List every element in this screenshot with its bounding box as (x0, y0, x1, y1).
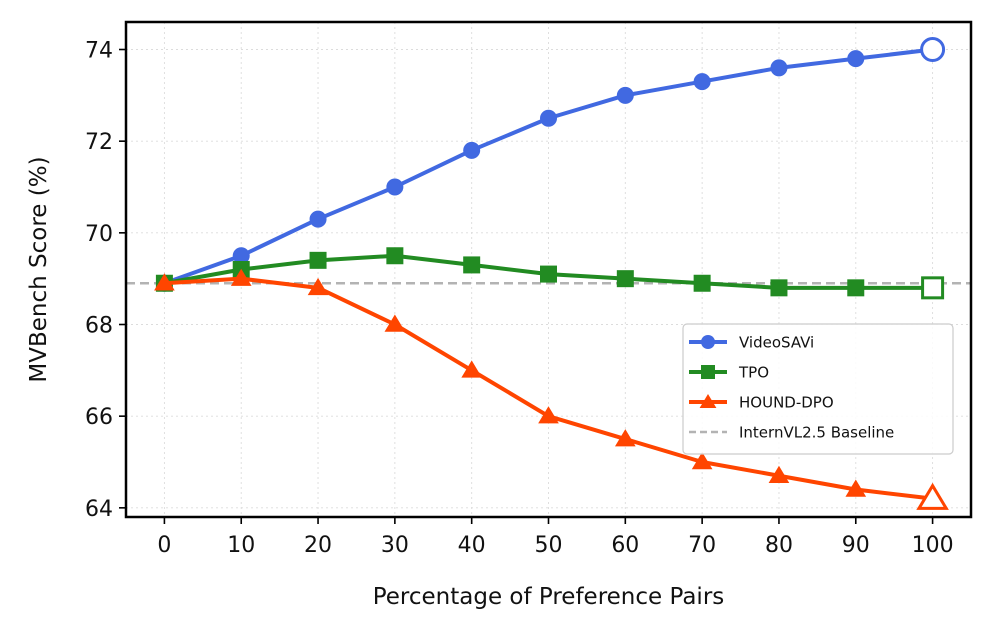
data-point (386, 178, 404, 196)
series-videosavi (155, 37, 946, 292)
x-tick-label: 10 (227, 533, 255, 558)
data-point (614, 429, 636, 447)
data-point (309, 251, 327, 269)
x-tick-label: 100 (912, 533, 954, 558)
y-tick-label: 74 (85, 39, 113, 64)
legend-label: TPO (738, 364, 769, 382)
series-layer (154, 37, 949, 510)
data-point (691, 452, 713, 470)
y-axis-title: MVBench Score (%) (26, 156, 52, 382)
y-tick-label: 64 (85, 497, 113, 522)
x-tick-label: 50 (535, 533, 563, 558)
data-point (230, 268, 252, 286)
data-point (770, 279, 788, 297)
series-tpo (155, 247, 945, 300)
x-tick-label: 70 (688, 533, 716, 558)
data-point (770, 59, 788, 77)
data-point (461, 360, 483, 378)
x-tick-label: 90 (842, 533, 870, 558)
data-point (540, 265, 557, 283)
data-point (309, 210, 327, 228)
legend-item: InternVL2.5 Baseline (689, 424, 894, 442)
grid (126, 22, 971, 517)
data-point (463, 256, 481, 274)
legend-label: VideoSAVi (739, 334, 814, 352)
data-point (616, 86, 634, 104)
x-tick-label: 60 (611, 533, 639, 558)
data-point (540, 109, 557, 127)
data-point (920, 37, 946, 62)
data-point (384, 314, 406, 332)
legend-item: TPO (689, 364, 769, 382)
data-point (307, 277, 329, 296)
y-tick-label: 66 (85, 405, 113, 430)
data-point (693, 73, 711, 91)
data-point (463, 141, 481, 159)
axes: 0 10 20 30 40 50 60 70 80 90 100 64 66 68 70 72 74 Percen… (26, 20, 973, 610)
x-tick-label: 80 (765, 533, 793, 558)
data-point (386, 247, 404, 265)
data-point (845, 479, 867, 497)
legend-label: InternVL2.5 Baseline (739, 424, 894, 442)
series-hound-dpo (154, 268, 949, 510)
data-point (768, 465, 790, 483)
y-tick-label: 68 (85, 314, 113, 339)
data-point (616, 270, 634, 288)
data-point (154, 273, 175, 291)
x-tick-label: 20 (304, 533, 332, 558)
y-tick-label: 70 (85, 222, 113, 247)
x-tick-label: 30 (381, 533, 409, 558)
x-tick-label: 0 (157, 533, 171, 558)
legend-marker (701, 365, 715, 379)
data-point (538, 406, 559, 424)
x-axis-title: Percentage of Preference Pairs (373, 584, 725, 610)
data-point (847, 279, 865, 297)
data-point (693, 274, 711, 292)
legend-marker (701, 335, 715, 349)
data-point (847, 50, 865, 68)
x-tick-label: 40 (458, 533, 486, 558)
legend-marker (699, 394, 717, 408)
legend-label: HOUND-DPO (739, 394, 834, 412)
data-point (916, 482, 949, 510)
legend: VideoSAVi TPO HOUND-DPO InternVL2.5 Baselin… (682, 323, 954, 455)
legend-box (682, 323, 954, 455)
legend-item: HOUND-DPO (689, 394, 834, 412)
y-tick-label: 72 (85, 130, 113, 155)
legend-item: VideoSAVi (689, 334, 814, 352)
data-point (921, 276, 945, 300)
